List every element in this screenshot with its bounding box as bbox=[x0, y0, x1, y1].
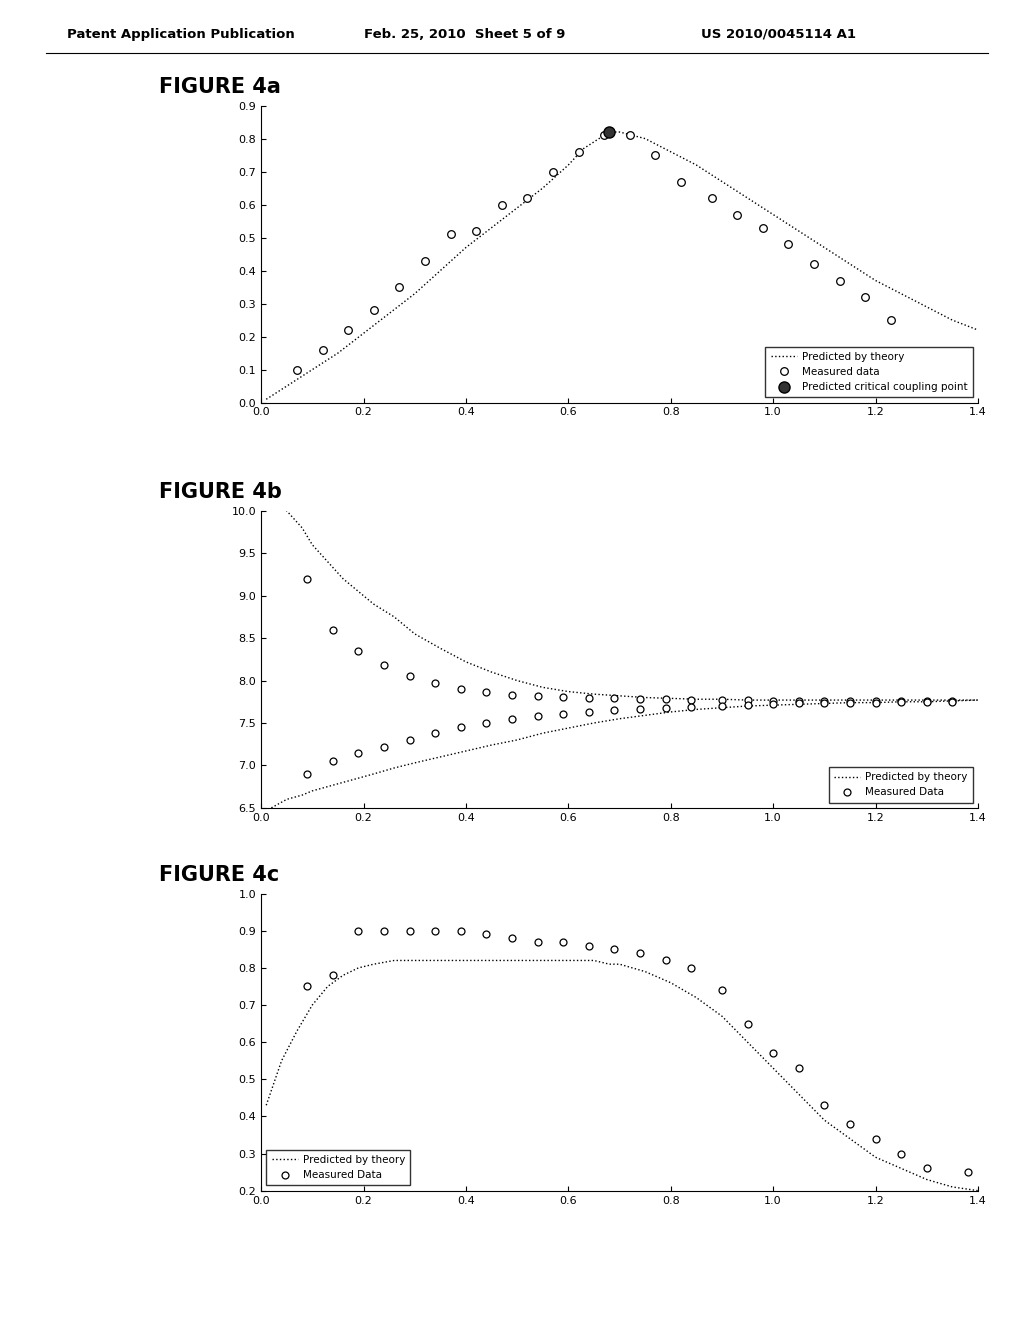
Text: FIGURE 4a: FIGURE 4a bbox=[159, 77, 281, 96]
Text: FIGURE 4c: FIGURE 4c bbox=[159, 865, 279, 884]
Legend: Predicted by theory, Measured Data: Predicted by theory, Measured Data bbox=[266, 1150, 411, 1185]
Text: US 2010/0045114 A1: US 2010/0045114 A1 bbox=[701, 28, 856, 41]
Text: Patent Application Publication: Patent Application Publication bbox=[67, 28, 294, 41]
Legend: Predicted by theory, Measured data, Predicted critical coupling point: Predicted by theory, Measured data, Pred… bbox=[765, 347, 973, 397]
Legend: Predicted by theory, Measured Data: Predicted by theory, Measured Data bbox=[828, 767, 973, 803]
Text: Feb. 25, 2010  Sheet 5 of 9: Feb. 25, 2010 Sheet 5 of 9 bbox=[364, 28, 565, 41]
Text: FIGURE 4b: FIGURE 4b bbox=[159, 482, 282, 502]
